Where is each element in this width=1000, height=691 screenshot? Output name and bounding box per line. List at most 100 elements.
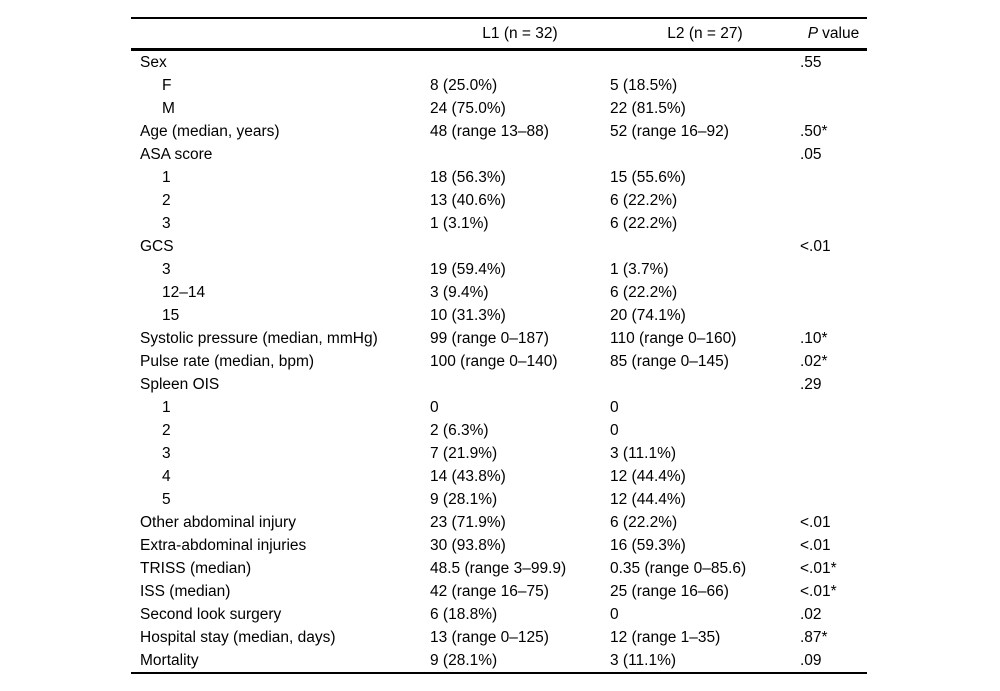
table-row: TRISS (median) 48.5 (range 3–99.9) 0.35 (r… [131,557,867,580]
table-row: 15 10 (31.3%) 20 (74.1%) [131,304,867,327]
table-row: 3 1 (3.1%) 6 (22.2%) [131,212,867,235]
l2-cell: 0.35 (range 0–85.6) [610,560,747,577]
l1-cell: 1 (3.1%) [430,215,489,232]
row-label: 1 [162,399,171,416]
header-divider-rule [131,48,867,51]
row-label: Extra-abdominal injuries [140,537,307,554]
header-l1: L1 (n = 32) [482,25,558,42]
l2-cell: 5 (18.5%) [610,77,678,94]
l2-cell: 12 (44.4%) [610,468,686,485]
row-label: Hospital stay (median, days) [140,629,336,646]
l2-cell: 12 (range 1–35) [610,629,721,646]
table-row: 3 19 (59.4%) 1 (3.7%) [131,258,867,281]
table-bottom-rule [131,672,867,674]
header-l2: L2 (n = 27) [667,25,743,42]
l2-cell: 22 (81.5%) [610,100,686,117]
table-row: GCS <.01 [131,235,867,258]
row-label: Other abdominal injury [140,514,296,531]
l2-cell: 6 (22.2%) [610,514,678,531]
table-row: ASA score .05 [131,143,867,166]
table-row: 12–14 3 (9.4%) 6 (22.2%) [131,281,867,304]
table-row: 4 14 (43.8%) 12 (44.4%) [131,465,867,488]
p-value-cell: <.01 [800,514,831,531]
row-label: 15 [162,307,180,324]
l2-cell: 20 (74.1%) [610,307,686,324]
p-value-cell: <.01 [800,238,831,255]
l1-cell: 30 (93.8%) [430,537,506,554]
l1-cell: 9 (28.1%) [430,652,498,669]
table-row: 2 13 (40.6%) 6 (22.2%) [131,189,867,212]
row-label: Spleen OIS [140,376,220,393]
table-row: Systolic pressure (median, mmHg) 99 (rang… [131,327,867,350]
l2-cell: 16 (59.3%) [610,537,686,554]
p-value-cell: .55 [800,54,822,71]
table-top-rule [131,17,867,19]
l1-cell: 2 (6.3%) [430,422,489,439]
table-row: Spleen OIS .29 [131,373,867,396]
l1-cell: 7 (21.9%) [430,445,498,462]
row-label: 3 [162,445,171,462]
l1-cell: 23 (71.9%) [430,514,506,531]
row-label: Sex [140,54,167,71]
table-row: Extra-abdominal injuries 30 (93.8%) 16 (59… [131,534,867,557]
table-body: Sex .55 F 8 (25.0%) 5 (18.5%) M 24 (75.0%) 22 (… [131,51,867,672]
table-row: Sex .55 [131,51,867,74]
l2-cell: 0 [610,606,619,623]
l1-cell: 13 (range 0–125) [430,629,549,646]
row-label: 2 [162,192,171,209]
l1-cell: 24 (75.0%) [430,100,506,117]
table-row: 2 2 (6.3%) 0 [131,419,867,442]
l1-cell: 8 (25.0%) [430,77,498,94]
table-row: 1 18 (56.3%) 15 (55.6%) [131,166,867,189]
l2-cell: 6 (22.2%) [610,192,678,209]
table-row: ISS (median) 42 (range 16–75) 25 (range 16… [131,580,867,603]
p-value-cell: .05 [800,146,822,163]
l2-cell: 0 [610,422,619,439]
table-row: 5 9 (28.1%) 12 (44.4%) [131,488,867,511]
l2-cell: 0 [610,399,619,416]
table-row: Second look surgery 6 (18.8%) 0 .02 [131,603,867,626]
l2-cell: 6 (22.2%) [610,284,678,301]
p-value-cell: .09 [800,652,822,669]
p-value-cell: <.01* [800,583,837,600]
l2-cell: 1 (3.7%) [610,261,669,278]
row-label: 5 [162,491,171,508]
row-label: GCS [140,238,174,255]
l2-cell: 52 (range 16–92) [610,123,729,140]
p-value-cell: .29 [800,376,822,393]
l2-cell: 6 (22.2%) [610,215,678,232]
row-label: 3 [162,215,171,232]
l1-cell: 0 [430,399,439,416]
p-value-label: value [822,25,860,42]
l2-cell: 3 (11.1%) [610,445,677,462]
l1-cell: 13 (40.6%) [430,192,506,209]
row-label: TRISS (median) [140,560,252,577]
l1-cell: 19 (59.4%) [430,261,506,278]
p-value-cell: <.01* [800,560,837,577]
table-row: 1 0 0 [131,396,867,419]
l2-cell: 110 (range 0–160) [610,330,737,347]
row-label: ISS (median) [140,583,231,600]
table-row: F 8 (25.0%) 5 (18.5%) [131,74,867,97]
row-label: Age (median, years) [140,123,280,140]
l2-cell: 85 (range 0–145) [610,353,729,370]
p-value-cell: .87* [800,629,828,646]
l1-cell: 9 (28.1%) [430,491,498,508]
l1-cell: 10 (31.3%) [430,307,506,324]
l1-cell: 48 (range 13–88) [430,123,549,140]
p-value-symbol: P [807,25,819,42]
l1-cell: 48.5 (range 3–99.9) [430,560,567,577]
row-label: 1 [162,169,171,186]
l2-cell: 25 (range 16–66) [610,583,729,600]
row-label: Second look surgery [140,606,282,623]
table-row: Mortality 9 (28.1%) 3 (11.1%) .09 [131,649,867,672]
row-label: F [162,77,172,94]
table-row: Hospital stay (median, days) 13 (range 0–… [131,626,867,649]
l2-cell: 12 (44.4%) [610,491,686,508]
l1-cell: 99 (range 0–187) [430,330,549,347]
p-value-cell: .02* [800,353,828,370]
